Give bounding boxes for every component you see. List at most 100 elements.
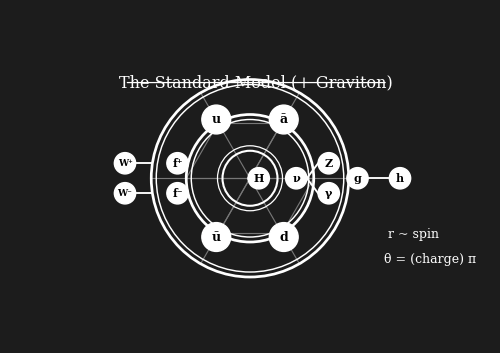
Polygon shape [289,227,294,232]
Polygon shape [280,244,281,250]
Polygon shape [220,126,224,131]
Polygon shape [290,241,295,246]
Polygon shape [212,106,214,112]
Polygon shape [351,183,354,186]
Polygon shape [290,124,295,128]
Polygon shape [223,122,229,125]
Polygon shape [290,232,297,234]
Polygon shape [360,183,362,187]
Polygon shape [208,126,212,131]
Polygon shape [291,236,298,237]
Polygon shape [358,168,360,173]
Polygon shape [223,230,228,233]
Polygon shape [353,183,356,188]
Polygon shape [278,244,281,250]
Polygon shape [274,226,279,231]
Polygon shape [284,106,286,112]
Polygon shape [285,244,286,251]
Polygon shape [279,224,281,230]
Polygon shape [270,122,277,125]
Polygon shape [202,117,209,118]
Polygon shape [360,169,362,173]
Polygon shape [291,237,298,238]
Polygon shape [219,244,222,250]
Polygon shape [273,110,278,115]
Polygon shape [290,123,296,126]
Polygon shape [349,181,353,185]
Polygon shape [223,114,229,117]
Polygon shape [362,182,365,185]
Polygon shape [206,110,211,114]
Polygon shape [282,127,283,133]
Polygon shape [206,243,211,247]
Polygon shape [277,126,280,132]
Polygon shape [212,244,214,250]
Polygon shape [222,109,226,114]
Polygon shape [202,238,209,240]
Polygon shape [287,126,290,132]
Polygon shape [348,175,352,176]
Polygon shape [222,112,228,116]
Polygon shape [272,113,277,116]
Polygon shape [218,244,220,250]
Polygon shape [363,180,368,181]
Polygon shape [288,109,293,114]
Polygon shape [356,184,357,189]
Polygon shape [272,113,278,116]
Polygon shape [350,172,354,175]
Polygon shape [203,233,209,235]
Polygon shape [290,242,294,246]
Polygon shape [220,107,222,113]
Polygon shape [223,240,230,242]
Polygon shape [348,180,352,183]
Polygon shape [222,227,226,232]
Polygon shape [275,108,280,114]
Polygon shape [221,125,225,131]
Polygon shape [274,110,278,114]
Polygon shape [204,122,210,125]
Polygon shape [351,170,354,174]
Polygon shape [358,184,360,188]
Polygon shape [202,236,209,237]
Polygon shape [220,107,223,113]
Polygon shape [290,114,296,117]
Polygon shape [204,241,210,244]
Polygon shape [279,126,281,133]
Polygon shape [270,232,277,234]
Polygon shape [222,242,226,247]
Polygon shape [273,111,278,115]
Polygon shape [222,123,228,126]
Polygon shape [276,225,280,231]
Polygon shape [270,121,276,122]
Polygon shape [224,233,230,235]
Polygon shape [280,106,282,112]
Polygon shape [211,244,214,250]
Polygon shape [203,122,209,125]
Polygon shape [223,123,228,126]
Polygon shape [210,126,213,132]
Polygon shape [278,244,281,250]
Polygon shape [351,183,354,186]
Polygon shape [204,123,210,126]
Polygon shape [202,120,209,121]
Polygon shape [211,126,214,132]
Polygon shape [290,124,296,127]
Polygon shape [363,180,368,181]
Polygon shape [271,122,277,125]
Polygon shape [284,244,285,251]
Polygon shape [204,122,210,125]
Polygon shape [291,118,298,119]
Polygon shape [282,245,283,251]
Polygon shape [212,224,214,230]
Polygon shape [348,173,352,176]
Polygon shape [273,110,278,115]
Polygon shape [291,121,298,122]
Polygon shape [222,230,228,233]
Polygon shape [360,170,364,174]
Polygon shape [290,114,296,116]
Polygon shape [277,225,280,231]
Polygon shape [204,241,210,244]
Polygon shape [214,244,215,251]
Polygon shape [218,106,220,112]
Polygon shape [222,241,228,245]
